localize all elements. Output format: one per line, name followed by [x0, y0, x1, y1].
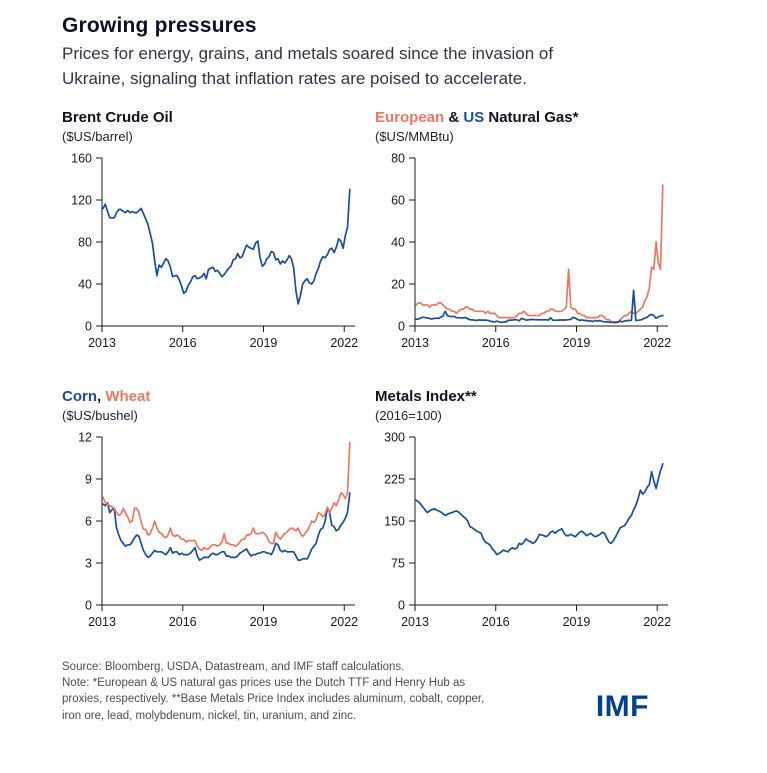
source-line: Source: Bloomberg, USDA, Datastream, and… — [62, 661, 405, 674]
chart-brent-crude-oil: Brent Crude Oil ($US/barrel) 0 40 80 120 160… — [62, 109, 375, 362]
svg-text:3: 3 — [85, 557, 92, 571]
svg-text:40: 40 — [391, 236, 405, 250]
metals-index-line-chart: 0 75 150 225 300 2013 2016 2019 2022 — [384, 431, 671, 630]
svg-text:2022: 2022 — [643, 336, 671, 350]
chart-natural-gas: European & US Natural Gas* ($US/MMBtu) 0… — [375, 109, 688, 362]
chart-title-corn-wheat: Corn, Wheat — [62, 388, 151, 406]
chart-title-metals: Metals Index** — [375, 388, 477, 406]
chart-unit-corn-wheat: ($US/bushel) — [62, 408, 138, 424]
svg-text:300: 300 — [384, 431, 405, 445]
svg-text:150: 150 — [384, 515, 405, 529]
imf-logo: IMF — [595, 689, 649, 723]
svg-text:2013: 2013 — [401, 615, 429, 629]
svg-text:120: 120 — [71, 194, 92, 208]
svg-text:20: 20 — [391, 278, 405, 292]
brent-line-chart: 0 40 80 120 160 2013 2016 2019 2022 — [71, 152, 358, 351]
figure-page: Growing pressures Prices for energy, gra… — [62, 14, 707, 723]
svg-text:40: 40 — [78, 278, 92, 292]
natural-gas-line-chart: 0 20 40 60 80 2013 2016 2019 2022 — [391, 152, 671, 351]
svg-text:225: 225 — [384, 473, 405, 487]
chart-unit-metals: (2016=100) — [375, 408, 442, 424]
charts-grid: Brent Crude Oil ($US/barrel) 0 40 80 120 160… — [62, 109, 707, 641]
svg-text:2019: 2019 — [563, 336, 591, 350]
svg-text:2013: 2013 — [88, 615, 116, 629]
svg-text:2013: 2013 — [401, 336, 429, 350]
figure-header: Growing pressures Prices for energy, gra… — [62, 14, 707, 91]
svg-text:2019: 2019 — [250, 336, 278, 350]
svg-text:9: 9 — [85, 473, 92, 487]
svg-text:80: 80 — [78, 236, 92, 250]
svg-text:2016: 2016 — [482, 336, 510, 350]
svg-text:0: 0 — [398, 320, 405, 334]
page-title: Growing pressures — [62, 14, 257, 37]
svg-text:0: 0 — [85, 320, 92, 334]
chart-unit-natural-gas: ($US/MMBtu) — [375, 129, 454, 145]
chart-title-brent: Brent Crude Oil — [62, 109, 173, 127]
svg-text:2022: 2022 — [330, 336, 358, 350]
svg-text:60: 60 — [391, 194, 405, 208]
svg-text:2016: 2016 — [482, 615, 510, 629]
chart-corn-wheat: Corn, Wheat ($US/bushel) 0 3 6 9 12 2013 2016 2… — [62, 388, 375, 641]
subtitle-line-1: Prices for energy, grains, and metals so… — [62, 44, 554, 63]
note-line-3: iron ore, lead, molybdenum, nickel, tin,… — [62, 709, 357, 722]
figure-subtitle: Prices for energy, grains, and metals so… — [62, 42, 707, 91]
svg-text:0: 0 — [398, 599, 405, 613]
svg-text:6: 6 — [85, 515, 92, 529]
svg-text:2022: 2022 — [330, 615, 358, 629]
svg-text:2016: 2016 — [169, 336, 197, 350]
svg-text:2022: 2022 — [643, 615, 671, 629]
figure-footer: Source: Bloomberg, USDA, Datastream, and… — [62, 659, 707, 723]
note-line-2: proxies, respectively. **Base Metals Pri… — [62, 693, 485, 706]
subtitle-line-2: Ukraine, signaling that inflation rates … — [62, 68, 527, 88]
source-note: Source: Bloomberg, USDA, Datastream, and… — [62, 659, 484, 723]
svg-text:160: 160 — [71, 152, 92, 166]
svg-text:2016: 2016 — [169, 615, 197, 629]
svg-text:0: 0 — [85, 599, 92, 613]
svg-text:2019: 2019 — [250, 615, 278, 629]
svg-text:12: 12 — [78, 431, 92, 445]
svg-text:2013: 2013 — [88, 336, 116, 350]
svg-text:75: 75 — [391, 557, 405, 571]
chart-title-natural-gas: European & US Natural Gas* — [375, 109, 579, 127]
corn-wheat-line-chart: 0 3 6 9 12 2013 2016 2019 2022 — [78, 431, 358, 630]
chart-metals-index: Metals Index** (2016=100) 0 75 150 225 300 20… — [375, 388, 688, 641]
svg-text:80: 80 — [391, 152, 405, 166]
chart-unit-brent: ($US/barrel) — [62, 129, 133, 145]
note-line-1: Note: *European & US natural gas prices … — [62, 677, 466, 690]
svg-text:2019: 2019 — [563, 615, 591, 629]
